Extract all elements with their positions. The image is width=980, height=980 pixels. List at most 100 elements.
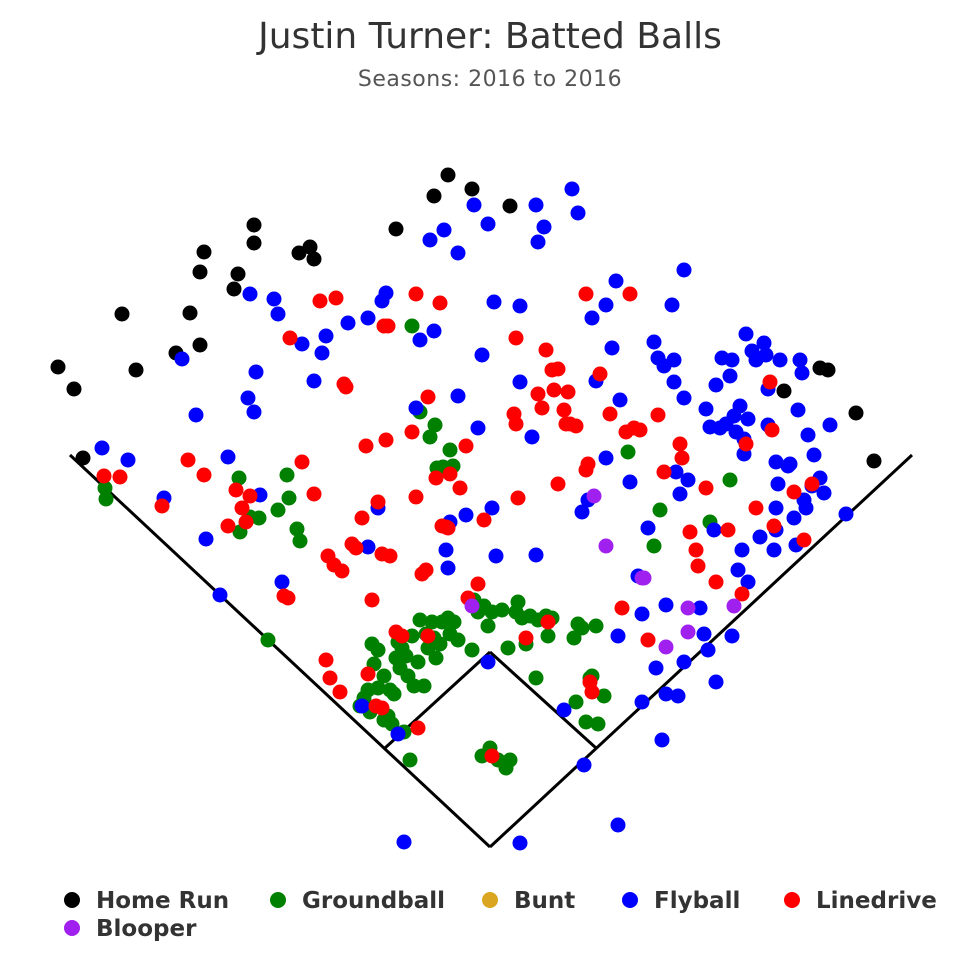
linedrive-point [720,522,736,538]
groundball-point [260,632,276,648]
home-run-point [848,405,864,421]
groundball-point [480,618,496,634]
legend-label-flyball: Flyball [654,888,740,914]
linedrive-point [442,466,458,482]
flyball-point [306,373,322,389]
blooper-point [636,570,652,586]
flyball-point [564,181,580,197]
legend-item-blooper[interactable]: Blooper [64,916,197,942]
legend-label-home-run: Home Run [96,888,229,914]
linedrive-point [348,540,364,556]
flyball-point [622,474,638,490]
flyball-point [668,464,684,480]
groundball-point [289,521,305,537]
linedrive-point [804,476,820,492]
linedrive-point [622,286,638,302]
flyball-point [806,447,822,463]
home-run-point [426,188,442,204]
flyball-point [484,500,500,516]
groundball-point [578,714,594,730]
home-run-point [866,453,882,469]
groundball-point [450,632,466,648]
legend-item-home-run[interactable]: Home Run [64,888,229,914]
linedrive-point [650,407,666,423]
groundball-point [416,678,432,694]
groundball-point [502,752,518,768]
legend-item-bunt[interactable]: Bunt [482,888,575,914]
linedrive-point [796,532,812,548]
flyball-point [708,377,724,393]
linedrive-point [338,379,354,395]
home-run-point [502,198,518,214]
linedrive-point [382,548,398,564]
flyball-point [474,347,490,363]
flyball-point [664,297,680,313]
groundball-point [574,620,590,636]
groundball-point [404,318,420,334]
flyball-point [634,606,650,622]
flyball-point [450,245,466,261]
legend-item-groundball[interactable]: Groundball [270,888,445,914]
flyball-point [792,352,808,368]
linedrive-point [280,590,296,606]
groundball-point [596,688,612,704]
groundball-point [442,442,458,458]
legend-label-blooper: Blooper [96,916,197,942]
linedrive-point [698,480,714,496]
flyball-point [640,520,656,536]
flyball-point [438,542,454,558]
legend-item-flyball[interactable]: Flyball [622,888,740,914]
groundball-point [412,612,428,628]
groundball-point [231,470,247,486]
flyball-point [732,398,748,414]
flyball-point [768,500,784,516]
linedrive-point [370,494,386,510]
flyball-point [340,315,356,331]
linedrive-point [578,286,594,302]
linedrive-point [470,576,486,592]
legend-marker-groundball [270,892,286,908]
linedrive-point [96,468,112,484]
chart-subtitle: Seasons: 2016 to 2016 [358,67,622,92]
groundball-point [98,491,114,507]
flyball-point [734,542,750,558]
flyball-point [708,674,724,690]
home-run-point [246,217,262,233]
flyball-point [706,522,722,538]
groundball-point [432,636,448,652]
flyball-point [584,310,600,326]
flyball-point [556,702,572,718]
flyball-point [654,732,670,748]
linedrive-point [332,684,348,700]
home-run-point [226,281,242,297]
flyball-point [360,539,376,555]
flyball-point [360,310,376,326]
linedrive-point [322,670,338,686]
flyball-point [466,197,482,213]
blooper-point [586,488,602,504]
linedrive-point [656,464,672,480]
groundball-point [279,467,295,483]
linedrive-point [228,482,244,498]
linedrive-point [306,486,322,502]
groundball-point [464,642,480,658]
linedrive-point [394,628,410,644]
linedrive-point [508,330,524,346]
legend-item-linedrive[interactable]: Linedrive [784,888,937,914]
home-run-point [464,181,480,197]
flyball-point [786,510,802,526]
linedrive-point [550,476,566,492]
linedrive-point [328,290,344,306]
flyball-point [756,335,772,351]
flyball-point [666,374,682,390]
flyball-point [470,420,486,436]
flyball-point [608,273,624,289]
linedrive-point [592,366,608,382]
left-foul-line [68,453,492,849]
legend-marker-home-run [64,892,80,908]
groundball-point [97,480,113,496]
linedrive-point [458,438,474,454]
linedrive-point [220,518,236,534]
linedrive-point [432,295,448,311]
linedrive-point [550,361,566,377]
